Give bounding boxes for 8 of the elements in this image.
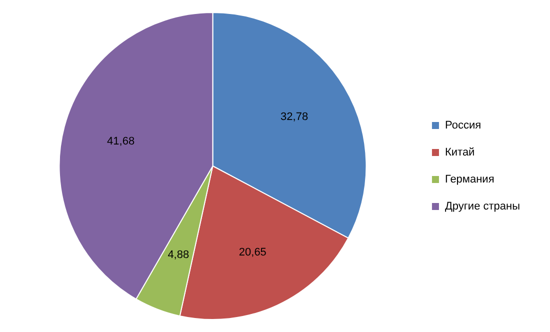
legend-label: Россия (444, 120, 482, 132)
data-label: 4,88 (168, 248, 190, 261)
legend-label: Германия (444, 174, 494, 186)
legend-label: Другие страны (444, 200, 520, 213)
legend-label: Китай (444, 146, 475, 159)
data-label: 20,65 (238, 246, 266, 258)
data-label: 41,68 (107, 135, 135, 148)
data-label: 32,78 (280, 111, 308, 124)
